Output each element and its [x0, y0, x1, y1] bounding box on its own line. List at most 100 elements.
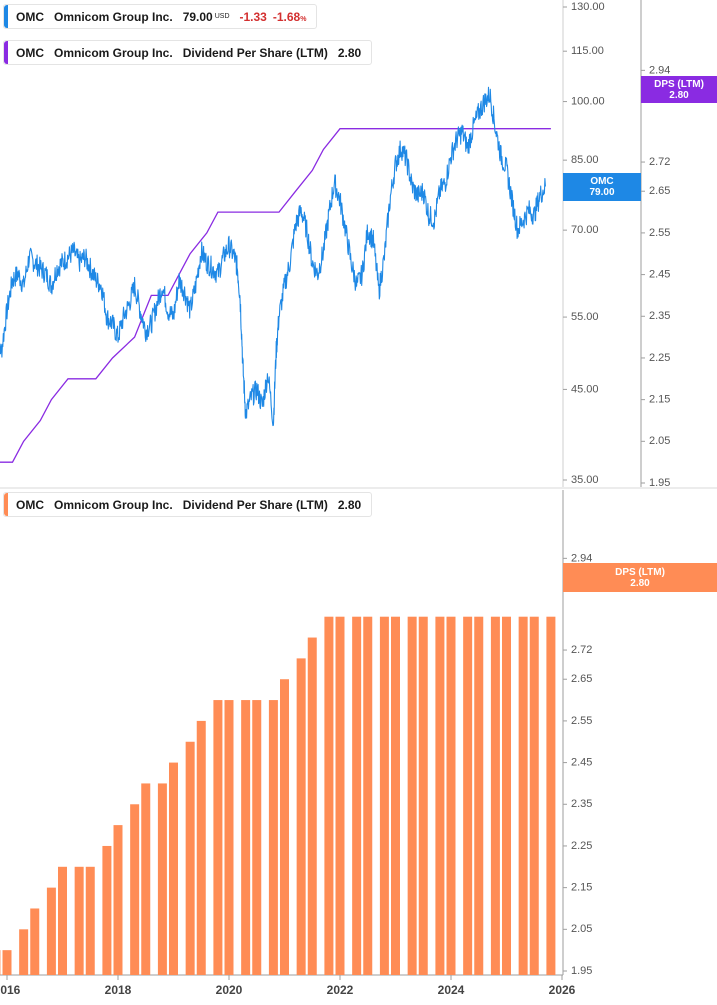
dps-bar — [30, 908, 40, 975]
x-tick-label: 2020 — [216, 983, 243, 997]
dps-top-tick-label: 2.35 — [649, 310, 670, 322]
x-tick-label: 2016 — [0, 983, 21, 997]
dps-bar-tag-value: 2.80 — [630, 577, 650, 589]
dps-bar-series — [0, 616, 556, 975]
x-tick-label: 2018 — [105, 983, 132, 997]
dps-bar — [169, 762, 178, 975]
dps-line-legend-ticker: OMC — [16, 45, 44, 60]
dps-bar — [324, 616, 334, 975]
dps-bar-legend[interactable]: OMC Omnicom Group Inc. Dividend Per Shar… — [3, 492, 373, 517]
price-tick-label: 130.00 — [571, 1, 605, 13]
dps-bar — [435, 616, 445, 975]
price-tick-label: 85.00 — [571, 154, 599, 166]
dps-bar — [46, 887, 56, 975]
price-value-tag: OMC 79.00 — [563, 173, 641, 201]
dps-bar — [58, 866, 67, 975]
dps-top-tick-label: 2.72 — [649, 156, 670, 168]
dps-bar — [252, 700, 262, 975]
dps-bar — [352, 616, 362, 975]
dps-line-legend-metric: Dividend Per Share (LTM) — [182, 45, 328, 60]
dps-line-legend-swatch — [4, 41, 8, 64]
price-tick-label: 100.00 — [571, 95, 605, 107]
dps-bar — [130, 804, 140, 975]
dps-line-legend-name: Omnicom Group Inc. — [54, 45, 173, 60]
dps-bar-tick-label: 2.94 — [571, 552, 592, 564]
dps-top-tick-label: 2.94 — [649, 64, 670, 76]
dps-bar — [446, 616, 456, 975]
price-legend[interactable]: OMC Omnicom Group Inc. 79.00 USD -1.33 -… — [3, 4, 318, 29]
dps-bar — [196, 720, 206, 975]
dps-bar — [363, 616, 373, 975]
dps-bar-legend-metric: Dividend Per Share (LTM) — [182, 497, 328, 512]
dps-bar — [518, 616, 528, 975]
price-legend-name: Omnicom Group Inc. — [54, 9, 173, 24]
dps-bar — [546, 616, 556, 975]
dps-bar-value-tag: DPS (LTM) 2.80 — [563, 563, 717, 592]
dps-bar — [463, 616, 473, 975]
price-legend-ticker: OMC — [16, 9, 44, 24]
dps-bar — [74, 866, 84, 975]
dps-line-legend[interactable]: OMC Omnicom Group Inc. Dividend Per Shar… — [3, 40, 373, 65]
dps-bar — [391, 616, 400, 975]
x-tick-label: 2022 — [327, 983, 354, 997]
dps-line — [0, 128, 551, 463]
dps-bar-tick-label: 2.15 — [571, 882, 592, 894]
dps-bar — [157, 783, 167, 975]
price-tick-label: 115.00 — [571, 45, 604, 57]
dps-bar-tick-label: 2.25 — [571, 840, 592, 852]
dps-bar-legend-value: 2.80 — [337, 497, 362, 512]
price-line — [0, 86, 546, 427]
dps-top-tick-label: 1.95 — [649, 477, 670, 489]
price-tick-label: 70.00 — [571, 224, 599, 236]
dps-bar-legend-ticker: OMC — [16, 497, 44, 512]
dps-line-value-tag: DPS (LTM) 2.80 — [641, 76, 717, 103]
dps-bar — [379, 616, 389, 975]
dps-bar — [85, 866, 95, 975]
dps-bar-tick-label: 2.05 — [571, 923, 592, 935]
tick-labels: 130.00 115.00 100.00 85.00 70.00 55.00 45.00 35… — [0, 1, 670, 997]
price-legend-change-pct: -1.68% — [273, 10, 307, 24]
line-series — [0, 86, 551, 463]
price-tick-label: 35.00 — [571, 474, 599, 486]
dps-top-tick-label: 2.25 — [649, 352, 670, 364]
dps-bar — [296, 658, 306, 975]
dps-line-legend-value: 2.80 — [337, 45, 362, 60]
price-tag-label: OMC — [590, 176, 614, 187]
x-tick-label: 2026 — [549, 983, 576, 997]
dps-line-tag-value: 2.80 — [669, 89, 689, 101]
price-tick-label: 55.00 — [571, 311, 599, 323]
price-tick-label: 45.00 — [571, 383, 599, 395]
dps-bar — [2, 950, 12, 975]
dps-bar — [241, 700, 251, 975]
dps-bar — [280, 679, 289, 975]
change-pct-sign: % — [300, 15, 307, 23]
dps-bar-tick-label: 2.72 — [571, 644, 592, 656]
dps-bar — [213, 700, 223, 975]
dps-bar — [418, 616, 428, 975]
price-legend-change: -1.33 — [239, 9, 267, 24]
dps-bar — [141, 783, 151, 975]
dps-bar — [490, 616, 500, 975]
dps-top-tick-label: 2.15 — [649, 394, 670, 406]
dps-top-tick-label: 2.45 — [649, 268, 670, 280]
dps-bar-tick-label: 2.45 — [571, 756, 592, 768]
dps-bar — [529, 616, 539, 975]
dps-top-tick-label: 2.05 — [649, 435, 670, 447]
dps-bar-legend-name: Omnicom Group Inc. — [54, 497, 173, 512]
dps-bar — [19, 929, 29, 975]
dps-bar — [268, 700, 278, 975]
dps-line-tag-label: DPS (LTM) — [654, 78, 704, 90]
price-tag-value: 79.00 — [589, 187, 615, 198]
price-legend-currency: USD — [214, 13, 230, 20]
dps-bar — [113, 825, 123, 975]
dps-bar — [185, 741, 195, 975]
price-legend-value: 79.00 — [182, 9, 213, 24]
dps-bar — [474, 616, 484, 975]
dps-top-tick-label: 2.65 — [649, 185, 670, 197]
change-pct-value: -1.68 — [272, 9, 301, 24]
dps-top-tick-label: 2.55 — [649, 227, 670, 239]
dps-bar-legend-swatch — [4, 493, 8, 516]
dps-bar — [407, 616, 417, 975]
x-tick-label: 2024 — [438, 983, 465, 997]
